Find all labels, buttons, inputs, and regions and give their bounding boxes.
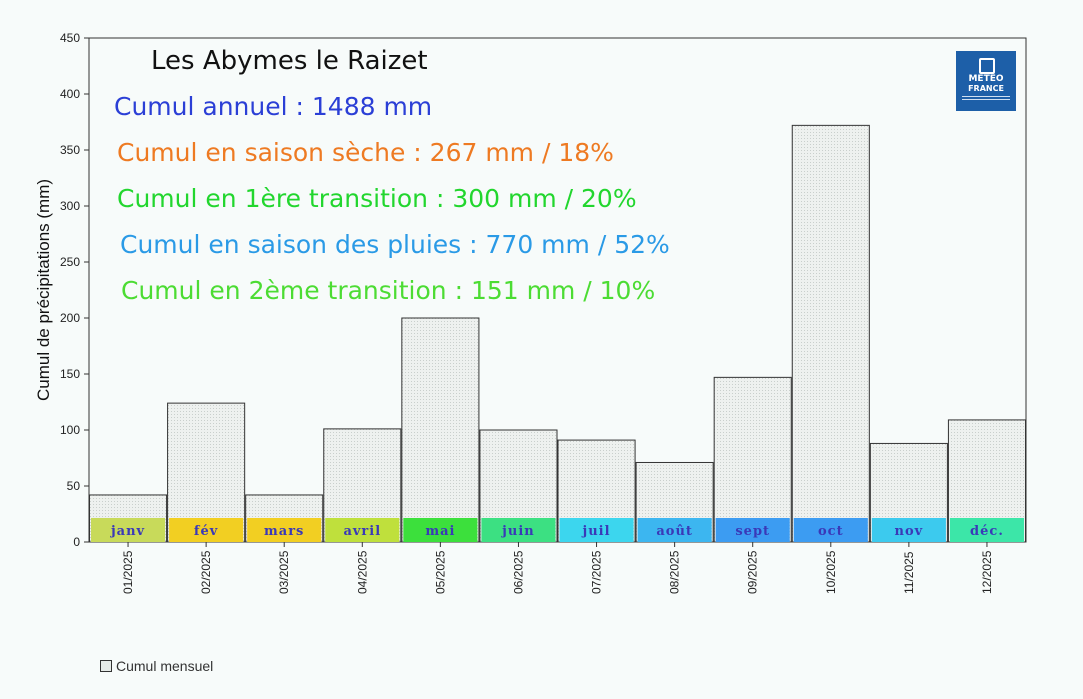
x-tick-label: 10/2025 <box>824 550 838 594</box>
y-tick-label: 300 <box>60 199 80 213</box>
x-tick-label: 09/2025 <box>746 550 760 594</box>
legend-label: Cumul mensuel <box>116 658 214 674</box>
month-band <box>793 518 868 542</box>
chart-title: Les Abymes le Raizet <box>151 46 428 76</box>
y-axis-label: Cumul de précipitations (mm) <box>34 179 53 401</box>
y-tick-label: 0 <box>73 535 80 549</box>
x-tick-label: 08/2025 <box>668 550 682 594</box>
month-band-label: fév <box>194 524 218 539</box>
month-band-label: nov <box>895 524 924 539</box>
month-band <box>559 518 634 542</box>
x-tick-label: 11/2025 <box>902 551 916 594</box>
month-band <box>481 518 556 542</box>
legend: Cumul mensuel <box>100 658 213 674</box>
y-tick-label: 150 <box>60 367 80 381</box>
legend-swatch <box>100 660 112 672</box>
month-band-label: mars <box>264 524 304 539</box>
month-band-label: oct <box>818 524 844 539</box>
month-band-label: janv <box>110 524 145 539</box>
logo-line1: METEO <box>968 74 1004 84</box>
month-band-label: juin <box>501 524 535 539</box>
x-tick-label: 06/2025 <box>511 550 525 594</box>
month-band-label: déc. <box>970 524 1004 539</box>
bar <box>791 124 870 543</box>
x-tick-label: 02/2025 <box>199 550 213 594</box>
month-band <box>715 518 790 542</box>
annotation-line: Cumul en saison des pluies : 770 mm / 52… <box>120 230 670 259</box>
month-band-label: sept <box>735 524 770 539</box>
annotation-line: Cumul annuel : 1488 mm <box>114 92 433 121</box>
x-tick-label: 01/2025 <box>121 550 135 594</box>
y-tick-label: 350 <box>60 143 80 157</box>
month-band <box>325 518 400 542</box>
month-band <box>247 518 322 542</box>
month-band-label: août <box>656 524 693 539</box>
month-band <box>871 518 946 542</box>
month-band <box>637 518 712 542</box>
annotation-line: Cumul en 1ère transition : 300 mm / 20% <box>117 184 637 213</box>
month-band <box>169 518 244 542</box>
x-tick-label: 07/2025 <box>590 550 604 594</box>
month-band-label: mai <box>425 524 455 539</box>
bar <box>401 317 480 543</box>
x-tick-label: 04/2025 <box>355 550 369 594</box>
y-tick-label: 100 <box>60 423 80 437</box>
month-band-label: avril <box>343 524 381 539</box>
y-tick-label: 450 <box>60 31 80 45</box>
x-tick-label: 03/2025 <box>277 550 291 594</box>
month-band <box>949 518 1024 542</box>
logo-icon <box>979 58 995 74</box>
meteo-france-logo: METEO FRANCE <box>956 51 1016 111</box>
month-band <box>403 518 478 542</box>
annotation-line: Cumul en saison sèche : 267 mm / 18% <box>117 138 614 167</box>
y-tick-label: 400 <box>60 87 80 101</box>
y-tick-label: 250 <box>60 255 80 269</box>
logo-tagline <box>962 96 1010 100</box>
y-tick-label: 50 <box>67 479 81 493</box>
month-band <box>91 518 166 542</box>
x-tick-label: 12/2025 <box>980 550 994 594</box>
x-tick-label: 05/2025 <box>433 550 447 594</box>
logo-line2: FRANCE <box>968 84 1004 93</box>
bar <box>713 376 792 543</box>
y-tick-label: 200 <box>60 311 80 325</box>
month-band-label: juil <box>582 524 611 539</box>
annotation-line: Cumul en 2ème transition : 151 mm / 10% <box>121 276 656 305</box>
